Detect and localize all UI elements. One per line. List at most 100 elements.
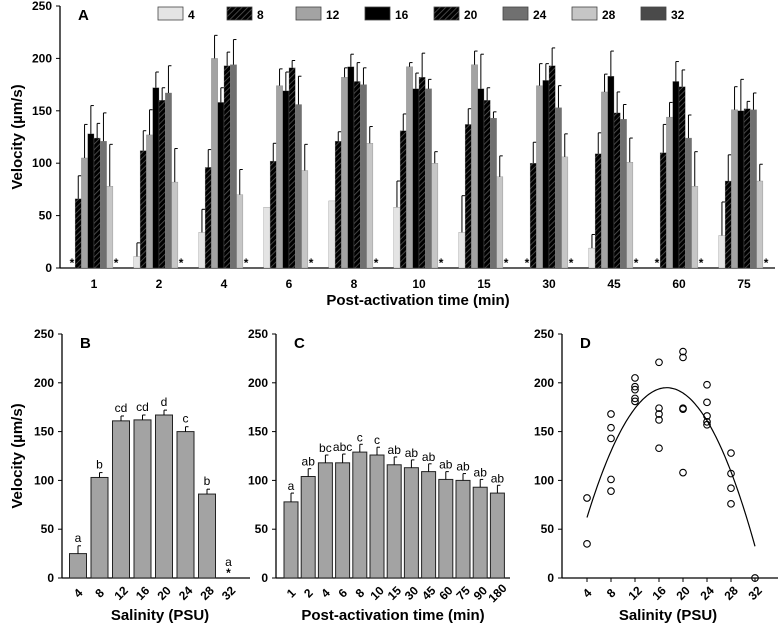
bar xyxy=(87,133,95,269)
y-tick-label: 150 xyxy=(534,425,554,439)
significance-marker: * xyxy=(634,256,639,270)
data-point xyxy=(703,420,711,429)
bar xyxy=(176,431,195,579)
bar xyxy=(421,471,437,579)
data-point xyxy=(631,382,639,391)
bar xyxy=(230,64,237,269)
bar xyxy=(750,109,757,269)
significance-letter: cd xyxy=(136,400,149,414)
bar xyxy=(369,454,385,579)
x-axis-label: Post-activation time (min) xyxy=(301,607,484,624)
data-point xyxy=(583,539,591,548)
y-tick-label: 50 xyxy=(255,522,269,536)
bar xyxy=(198,232,206,269)
data-point xyxy=(679,468,687,477)
bar xyxy=(393,207,401,269)
x-axis-label: Salinity (PSU) xyxy=(111,607,209,624)
bar xyxy=(731,109,738,269)
bar xyxy=(90,476,109,579)
x-tick-label: 32 xyxy=(219,583,239,603)
x-tick-label: 45 xyxy=(607,277,621,291)
bar xyxy=(659,152,667,269)
x-tick-label: 4 xyxy=(580,586,595,601)
bar xyxy=(743,108,751,269)
bar xyxy=(341,77,348,269)
significance-marker: * xyxy=(655,256,660,270)
x-tick-label: 8 xyxy=(92,586,107,601)
bar xyxy=(477,88,485,269)
bar xyxy=(555,107,562,269)
significance-letter: ab xyxy=(474,465,488,479)
bar xyxy=(756,180,764,269)
bar xyxy=(483,100,491,269)
bar xyxy=(146,134,153,269)
y-tick-label: 50 xyxy=(541,522,555,536)
data-point xyxy=(655,444,663,453)
data-point xyxy=(679,405,687,414)
bar xyxy=(133,419,152,579)
legend-label: 16 xyxy=(395,8,409,22)
bar xyxy=(139,150,147,269)
legend-swatch xyxy=(433,6,460,21)
bar xyxy=(282,90,290,269)
y-tick-label: 100 xyxy=(34,473,54,487)
bar xyxy=(165,92,172,269)
bar xyxy=(678,86,686,269)
y-tick-label: 150 xyxy=(32,104,52,118)
data-point xyxy=(607,434,615,443)
significance-letter: a xyxy=(75,531,82,545)
significance-marker: * xyxy=(226,566,231,580)
data-point xyxy=(727,449,735,457)
bar xyxy=(536,85,543,269)
data-point xyxy=(703,412,711,420)
data-point xyxy=(703,417,711,426)
data-point xyxy=(727,469,735,478)
bar xyxy=(620,119,627,269)
fit-curve xyxy=(586,387,756,547)
x-tick-label: 180 xyxy=(486,581,510,605)
bar xyxy=(601,91,608,269)
bar xyxy=(529,163,537,269)
bar xyxy=(613,112,621,269)
bar xyxy=(607,76,615,269)
x-tick-label: 6 xyxy=(286,277,293,291)
legend-swatch xyxy=(364,6,391,21)
x-tick-label: 12 xyxy=(111,583,131,603)
y-tick-label: 100 xyxy=(32,156,52,170)
panel-label: A xyxy=(78,7,89,24)
bar xyxy=(328,200,336,269)
x-tick-label: 28 xyxy=(197,583,217,603)
bar xyxy=(269,160,277,269)
bar xyxy=(403,467,419,579)
y-tick-label: 200 xyxy=(534,376,554,390)
bar xyxy=(666,116,673,269)
bar xyxy=(464,124,472,269)
x-tick-label: 2 xyxy=(156,277,163,291)
x-tick-label: 4 xyxy=(71,586,86,601)
bar xyxy=(93,137,101,269)
x-tick-label: 12 xyxy=(625,583,645,603)
significance-letter: ab xyxy=(491,471,505,485)
bar xyxy=(588,247,596,269)
x-axis-label: Salinity (PSU) xyxy=(619,607,717,624)
significance-letter: cd xyxy=(115,401,128,415)
bar xyxy=(335,462,351,579)
data-point xyxy=(655,358,663,367)
significance-letter: bc xyxy=(319,441,332,455)
bar xyxy=(366,143,374,269)
x-tick-label: 6 xyxy=(335,586,350,601)
data-point xyxy=(631,374,639,382)
x-tick-label: 20 xyxy=(154,583,174,603)
bar xyxy=(672,81,680,269)
bar xyxy=(496,176,504,269)
y-tick-label: 250 xyxy=(34,327,54,341)
bar xyxy=(412,88,420,269)
significance-letter: d xyxy=(161,395,168,409)
significance-letter: ab xyxy=(302,455,316,469)
data-point xyxy=(607,487,615,495)
y-tick-label: 200 xyxy=(248,376,268,390)
y-tick-label: 200 xyxy=(34,376,54,390)
significance-letter: ab xyxy=(439,458,453,472)
bar xyxy=(223,65,231,269)
data-point xyxy=(631,397,639,406)
